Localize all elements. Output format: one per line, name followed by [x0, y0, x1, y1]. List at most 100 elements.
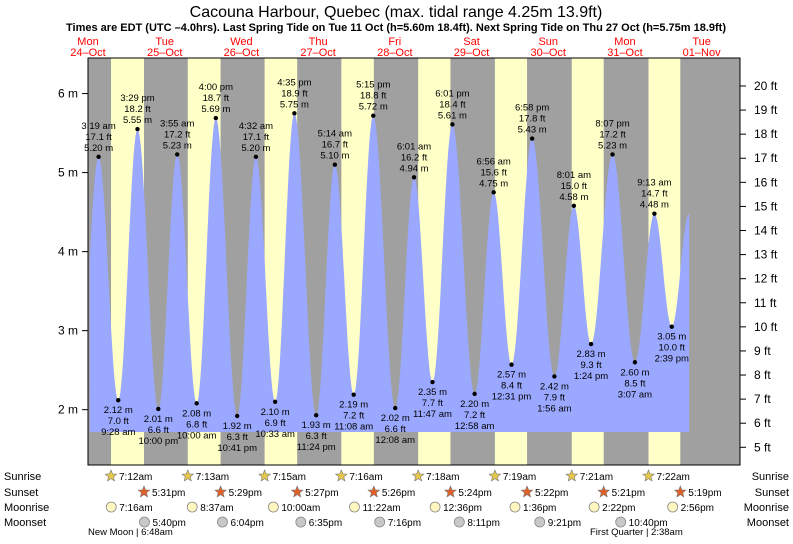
tide-ft: 17.1 ft: [85, 132, 112, 143]
y-tick-label-m: 2 m: [58, 403, 78, 417]
tide-m: 2.02 m: [381, 413, 410, 424]
sunrise-star-icon: [565, 469, 579, 482]
tide-m: 5.20 m: [84, 143, 113, 154]
sunrise-star-icon: [642, 469, 655, 482]
tide-time: 12:58 am: [455, 421, 495, 432]
tide-ft: 18.4 ft: [439, 99, 466, 110]
y-tick-label-ft: 9 ft: [754, 344, 771, 358]
tide-m: 2.57 m: [497, 370, 526, 381]
sunset-time: 5:24pm: [458, 488, 491, 499]
chart-title: Cacouna Harbour, Quebec (max. tidal rang…: [190, 4, 603, 21]
y-tick-label-ft: 8 ft: [754, 368, 771, 382]
axes: 2 m 3 m 4 m 5 m 6 m 5 ft 6 ft 7 ft 8 ft 9 ft 10 ft…: [58, 57, 778, 466]
tide-ft: 6.6 ft: [148, 425, 169, 436]
sunset-time: 5:31pm: [152, 488, 185, 499]
moonset-moon-icon: [453, 516, 465, 528]
tide-point: [253, 154, 259, 159]
day-name: Sun: [538, 36, 558, 48]
moonrise-moon-icon: [186, 501, 198, 513]
tide-time: 11:08 am: [334, 422, 373, 433]
moonrise-time: 2:56pm: [681, 503, 714, 514]
tide-m: 1.93 m: [302, 420, 331, 431]
tide-point: [272, 399, 278, 404]
tide-m: 2.10 m: [261, 407, 290, 418]
sunrise-star-icon: [258, 469, 272, 482]
moonset-time: 6:35pm: [309, 518, 342, 529]
day-labels: Mon24–OctTue25–OctWed26–OctThu27–OctFri2…: [70, 36, 721, 59]
tide-point: [669, 324, 674, 329]
tide-time: 3:55 am: [160, 118, 194, 129]
moonset-time: 9:21pm: [548, 518, 581, 529]
moonset-time: 8:11pm: [467, 518, 500, 529]
y-tick-label-m: 3 m: [58, 324, 78, 338]
y-tick-label-ft: 7 ft: [754, 392, 771, 406]
sunrise-time: 7:15am: [273, 472, 306, 483]
sunrise-star-icon: [104, 469, 118, 482]
tide-point: [235, 413, 240, 419]
tide-point: [135, 126, 140, 132]
sunset-time: 5:27pm: [305, 488, 338, 499]
tide-m: 5.69 m: [201, 104, 230, 115]
moonrise-moon-icon: [267, 501, 279, 513]
tide-time: 9:28 am: [101, 427, 135, 438]
day-name: Tue: [155, 36, 174, 48]
tide-m: 5.43 m: [518, 125, 547, 136]
moonset-label-left: Moonset: [4, 517, 46, 529]
tide-ft: 6.8 ft: [186, 419, 207, 430]
first-quarter-label: First Quarter | 2:38am: [590, 527, 683, 538]
y-tick-label-ft: 15 ft: [754, 199, 778, 213]
tide-ft: 7.7 ft: [422, 398, 443, 409]
y-tick-label-m: 6 m: [58, 87, 78, 101]
sunset-star-icon: [673, 485, 687, 498]
moonset-moon-icon: [295, 516, 307, 528]
tide-m: 2.35 m: [418, 387, 447, 398]
tide-point: [652, 211, 657, 216]
tide-m: 2.83 m: [577, 349, 606, 360]
tide-m: 1.92 m: [223, 421, 252, 432]
tide-point: [175, 152, 180, 157]
day-date: 29–Oct: [454, 47, 489, 59]
tide-m: 5.75 m: [280, 99, 309, 110]
day-name: Sat: [463, 36, 480, 48]
tide-time: 1:56 am: [537, 403, 571, 414]
tide-time: 11:24 pm: [297, 442, 336, 453]
moonrise-label-right: Moonrise: [744, 502, 789, 514]
sunset-star-icon: [443, 485, 457, 498]
y-tick-label-ft: 19 ft: [754, 103, 778, 117]
day-date: 01–Nov: [683, 47, 721, 59]
tide-m: 5.20 m: [241, 143, 270, 154]
tide-time: 3:29 pm: [120, 93, 154, 104]
sunset-time: 5:21pm: [612, 488, 645, 499]
moonrise-time: 12:36pm: [443, 503, 482, 514]
tide-time: 8:07 pm: [595, 118, 629, 129]
tide-point: [491, 190, 496, 195]
sunrise-time: 7:19am: [503, 472, 536, 483]
tide-time: 5:14 am: [318, 129, 352, 140]
tide-ft: 17.2 ft: [599, 129, 626, 140]
y-tick-label-ft: 13 ft: [754, 248, 778, 262]
moonrise-moon-icon: [667, 501, 679, 513]
tide-point: [116, 397, 121, 403]
sunset-time: 5:29pm: [229, 488, 262, 499]
tide-ft: 16.2 ft: [401, 152, 428, 163]
tide-m: 5.61 m: [438, 110, 467, 121]
sunrise-time: 7:12am: [119, 472, 152, 483]
day-name: Mon: [614, 36, 635, 48]
sunrise-time: 7:13am: [196, 472, 229, 483]
tide-m: 4.48 m: [640, 200, 669, 211]
tide-m: 5.55 m: [123, 115, 152, 126]
moonset-label-right: Moonset: [747, 517, 789, 529]
new-moon-label: New Moon | 6:48am: [88, 527, 173, 538]
y-tick-label-m: 5 m: [58, 166, 78, 180]
tide-m: 5.23 m: [163, 140, 192, 151]
day-name: Wed: [230, 36, 252, 48]
tide-ft: 7.9 ft: [544, 392, 565, 403]
tide-ft: 15.0 ft: [561, 181, 588, 192]
y-tick-label-ft: 14 ft: [754, 224, 778, 238]
y-tick-label-ft: 16 ft: [754, 175, 778, 189]
sunset-time: 5:22pm: [535, 488, 568, 499]
moonrise-time: 1:36pm: [523, 503, 556, 514]
tide-time: 8:01 am: [557, 170, 591, 181]
tide-time: 1:24 pm: [574, 371, 608, 382]
